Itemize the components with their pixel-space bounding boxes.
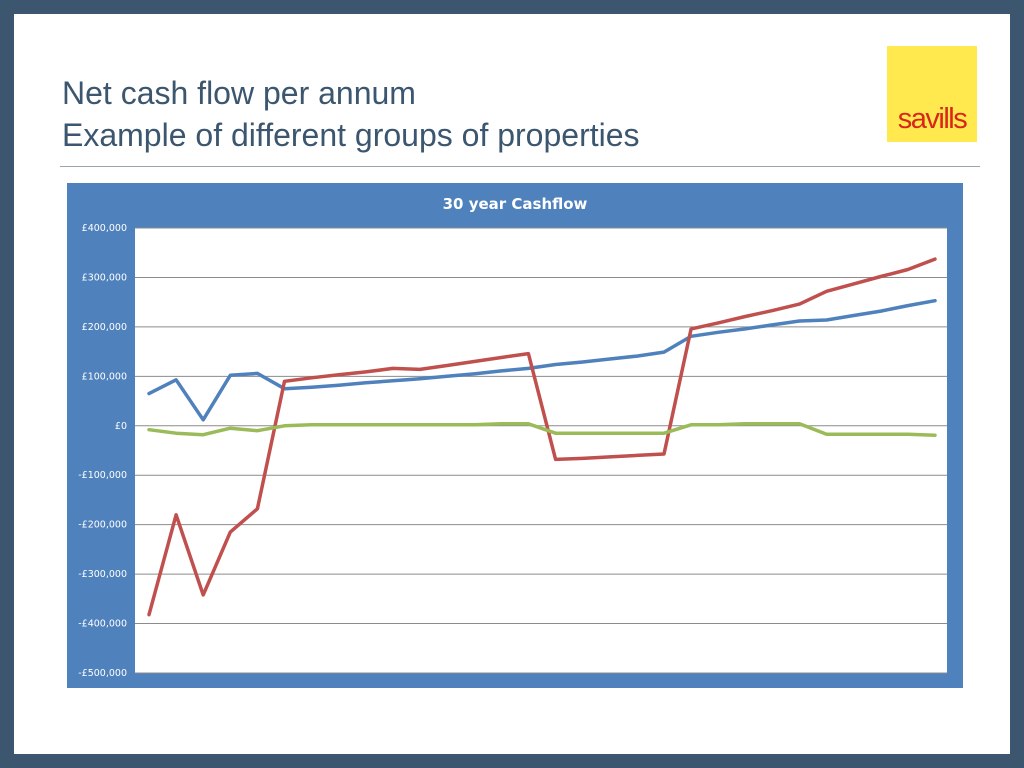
series-line-1 — [147, 298, 937, 422]
slide-title-line-2: Example of different groups of propertie… — [62, 117, 640, 153]
y-tick-label: -£200,000 — [78, 520, 127, 531]
cashflow-chart: 30 year Cashflow £400,000 £300,000 £200,00… — [67, 183, 963, 688]
y-tick-label: £200,000 — [82, 322, 127, 333]
gridlines — [135, 227, 947, 674]
y-tick-label: -£400,000 — [78, 619, 127, 630]
y-tick-label: £0 — [115, 421, 127, 432]
y-axis-ticks: £400,000 £300,000 £200,000 £100,000 £0 -£100,… — [78, 223, 127, 679]
series-line-2 — [147, 257, 937, 617]
y-tick-label: -£300,000 — [78, 569, 127, 580]
y-tick-label: £300,000 — [82, 272, 127, 283]
series-line-3 — [147, 422, 937, 437]
savills-logo: savills — [887, 46, 977, 142]
slide-title-line-1: Net cash flow per annum — [62, 75, 416, 111]
plot-area — [135, 228, 947, 673]
slide-title: Net cash flow per annum Example of diffe… — [62, 72, 640, 156]
slide: Net cash flow per annum Example of diffe… — [14, 14, 1010, 754]
y-tick-label: -£100,000 — [78, 470, 127, 481]
y-tick-label: £100,000 — [82, 371, 127, 382]
title-divider — [60, 166, 980, 167]
savills-logo-text: savills — [897, 103, 968, 135]
y-tick-label: £400,000 — [82, 223, 127, 234]
series-lines — [147, 257, 937, 617]
cashflow-chart-svg: 30 year Cashflow £400,000 £300,000 £200,00… — [78, 195, 947, 679]
chart-title: 30 year Cashflow — [443, 195, 588, 213]
y-tick-label: -£500,000 — [78, 668, 127, 679]
